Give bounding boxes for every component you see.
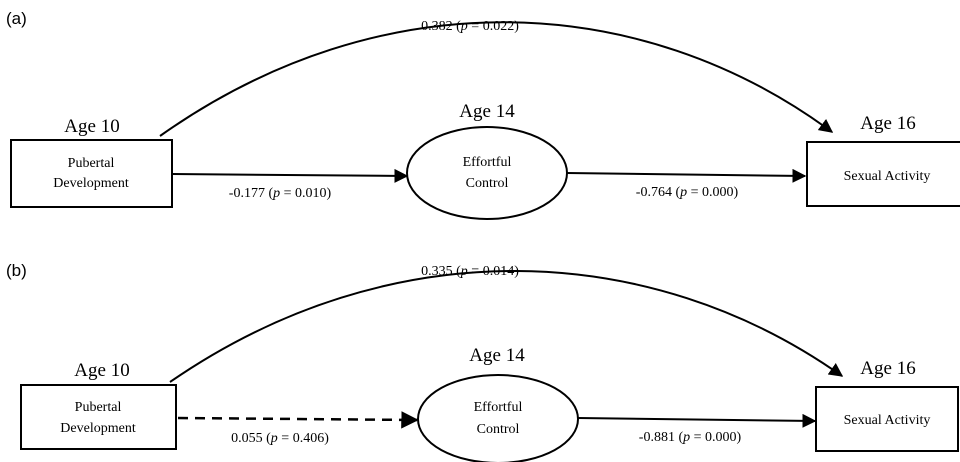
panel-a-pub-to-eff-coef: -0.177 (p = 0.010) <box>229 186 332 201</box>
panel-b-sexual-line1: Sexual Activity <box>844 413 931 428</box>
panel-a-label: (a) <box>6 9 27 28</box>
panel-b-sexual-box <box>815 386 959 452</box>
panel-a-eff-to-sex-coef: -0.764 (p = 0.000) <box>636 185 739 200</box>
panel-b-effortful-line2: Control <box>477 422 520 437</box>
panel-b-pubertal-line1: Pubertal <box>75 400 122 415</box>
panel-b-effortful-line1: Effortful <box>474 400 523 415</box>
panel-a-effortful-line2: Control <box>466 176 509 191</box>
panel-b-pubertal-age: Age 10 <box>74 360 129 381</box>
panel-b-label: (b) <box>6 261 27 280</box>
panel-a-pubertal-line2: Development <box>53 176 129 191</box>
panel-a-effortful-line1: Effortful <box>463 155 512 170</box>
panel-a-sexual-box <box>806 141 960 207</box>
panel-a-eff-to-sex-arrow <box>566 168 807 183</box>
panel-b: (b) 0.335 (p = 0.014) Age 10 Pubertal De… <box>6 261 959 462</box>
panel-a-sexual-age: Age 16 <box>860 113 915 134</box>
panel-a-effortful-ellipse <box>406 126 568 220</box>
panel-b-eff-to-sex-arrow <box>577 413 817 428</box>
panel-b-sexual-age: Age 16 <box>860 358 915 379</box>
panel-a-direct-coef: 0.382 (p = 0.022) <box>421 19 519 34</box>
panel-a-sexual-line1: Sexual Activity <box>844 169 931 184</box>
panel-a-pubertal-box <box>10 139 173 208</box>
panel-b-effortful-ellipse <box>417 374 579 462</box>
panel-a-pub-to-eff-arrow <box>171 168 409 183</box>
panel-a-direct-arrow <box>159 21 834 137</box>
panel-a-effortful-age: Age 14 <box>459 101 515 122</box>
panel-a-pubertal-age: Age 10 <box>64 116 119 137</box>
panel-b-direct-arrow <box>169 270 844 383</box>
panel-b-pubertal-box <box>20 384 177 450</box>
panel-b-eff-to-sex-coef: -0.881 (p = 0.000) <box>639 430 742 445</box>
panel-b-pub-to-eff-arrow <box>177 411 419 429</box>
panel-a-pubertal-line1: Pubertal <box>68 156 115 171</box>
panel-b-pub-to-eff-coef: 0.055 (p = 0.406) <box>231 431 329 446</box>
panel-b-direct-coef: 0.335 (p = 0.014) <box>421 264 519 279</box>
panel-a: (a) 0.382 (p = 0.022) Age 10 Pubertal De… <box>6 9 960 220</box>
panel-b-effortful-age: Age 14 <box>469 345 525 366</box>
panel-b-pubertal-line2: Development <box>60 421 136 436</box>
